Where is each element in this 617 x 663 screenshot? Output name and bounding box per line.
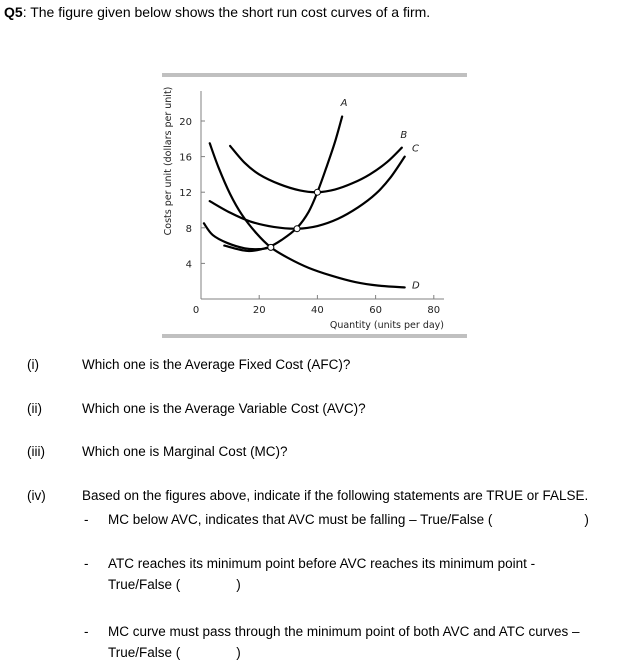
x-axis-label: Quantity (units per day) bbox=[330, 320, 444, 331]
intersection-point bbox=[267, 243, 275, 251]
statement-3: MC curve must pass through the minimum p… bbox=[108, 621, 613, 663]
question-number: (i) bbox=[27, 357, 39, 372]
question-heading: Q5: The figure given below shows the sho… bbox=[4, 3, 430, 21]
question-iv: (iv) bbox=[27, 487, 46, 505]
question-text: : The figure given below shows the short… bbox=[22, 4, 431, 20]
y-tick-label: 4 bbox=[186, 259, 192, 270]
curve-d-tail bbox=[208, 142, 406, 289]
cost-curves-chart: 0 20 40 60 80 4 8 12 16 20 Quantity (units per day… bbox=[162, 73, 467, 338]
curve-label-b: B bbox=[400, 130, 407, 141]
statement-2: ATC reaches its minimum point before AVC… bbox=[108, 553, 613, 595]
question-number: (iii) bbox=[27, 444, 45, 459]
question-number: (ii) bbox=[27, 401, 42, 416]
question-label: Q5 bbox=[4, 4, 23, 20]
x-tick-label: 0 bbox=[193, 305, 199, 316]
statement-1-dash: - bbox=[84, 512, 89, 527]
y-tick-label: 16 bbox=[179, 153, 192, 164]
statement-1-close: ) bbox=[584, 512, 589, 527]
intersection-point bbox=[293, 225, 301, 233]
y-tick-label: 8 bbox=[186, 224, 192, 235]
statement-1: MC below AVC, indicates that AVC must be… bbox=[108, 509, 613, 530]
statement-3-close: ) bbox=[236, 645, 241, 660]
curve-label-c: C bbox=[412, 143, 419, 154]
question-number: (iv) bbox=[27, 488, 46, 503]
curve-d bbox=[202, 222, 272, 251]
statement-1-text: MC below AVC, indicates that AVC must be… bbox=[108, 512, 493, 527]
intersection-point bbox=[313, 188, 321, 196]
curve-label-d: D bbox=[412, 280, 420, 291]
curve-b bbox=[229, 144, 403, 194]
statement-2-dash: - bbox=[84, 556, 89, 571]
y-tick-label: 12 bbox=[179, 188, 192, 199]
x-tick-label: 20 bbox=[253, 305, 266, 316]
statement-2-text: ATC reaches its minimum point before AVC… bbox=[108, 556, 536, 571]
y-axis-label: Costs per unit (dollars per unit) bbox=[163, 87, 174, 236]
curve-label-a: A bbox=[340, 98, 348, 109]
x-tick-label: 60 bbox=[369, 305, 382, 316]
curve-a bbox=[223, 115, 344, 253]
question-ii-text: Which one is the Average Variable Cost (… bbox=[82, 401, 366, 416]
x-tick-label: 80 bbox=[427, 305, 440, 316]
cost-curves-figure: 0 20 40 60 80 4 8 12 16 20 Quantity (units per day… bbox=[162, 73, 467, 338]
y-tick-label: 20 bbox=[179, 117, 192, 128]
question-iii-text: Which one is Marginal Cost (MC)? bbox=[82, 444, 288, 459]
question-iii: (iii) bbox=[27, 443, 45, 461]
statement-3-text: MC curve must pass through the minimum p… bbox=[108, 624, 580, 639]
question-i-text: Which one is the Average Fixed Cost (AFC… bbox=[82, 357, 351, 372]
top-rule bbox=[162, 73, 467, 77]
curve-c bbox=[208, 155, 406, 230]
x-tick-label: 40 bbox=[311, 305, 324, 316]
statement-3-truefalse: True/False ( bbox=[108, 645, 181, 660]
statement-2-truefalse: True/False ( bbox=[108, 577, 181, 592]
bottom-rule bbox=[162, 334, 467, 338]
statement-2-close: ) bbox=[236, 577, 241, 592]
question-ii: (ii) bbox=[27, 400, 42, 418]
question-iv-text: Based on the figures above, indicate if … bbox=[82, 488, 589, 503]
statement-3-dash: - bbox=[84, 624, 89, 639]
question-i: (i) bbox=[27, 356, 39, 374]
